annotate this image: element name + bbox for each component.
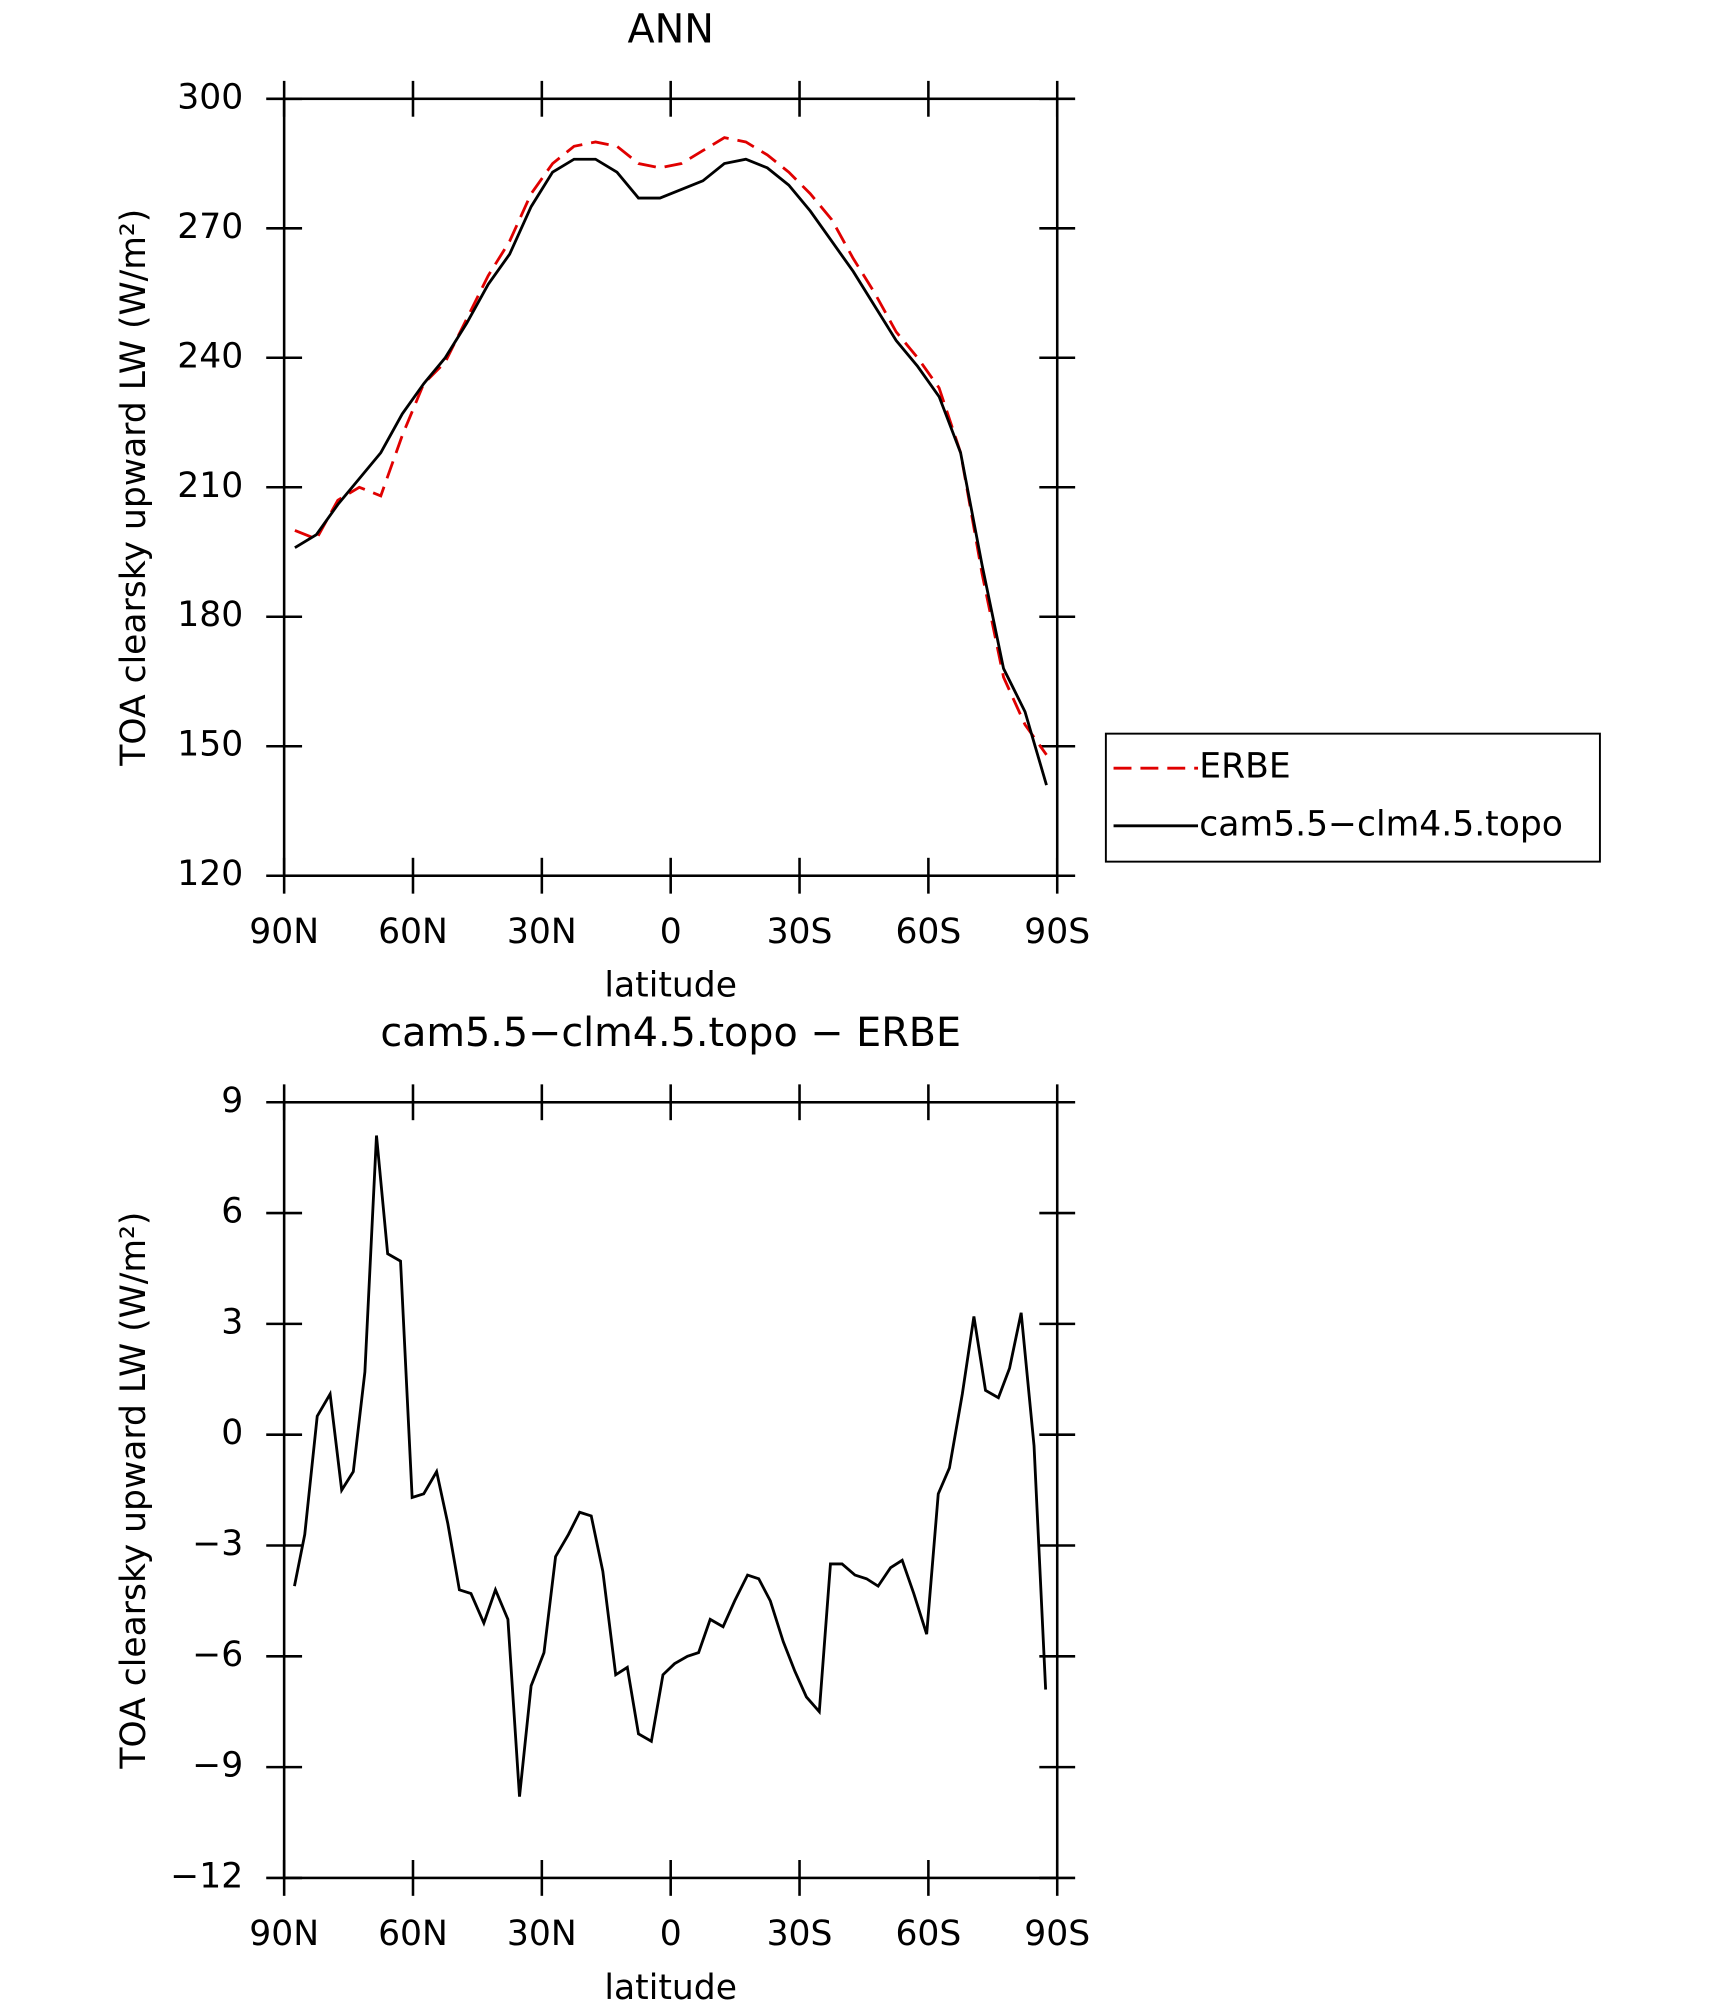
data-line [294, 136, 1048, 756]
x-tick-label: 30N [507, 1914, 577, 1954]
y-tick-label: 240 [177, 336, 243, 376]
x-axis-label: latitude [604, 1968, 737, 2008]
legend-label: ERBE [1199, 747, 1290, 787]
x-tick-label: 0 [660, 912, 682, 952]
y-tick-label: −6 [192, 1635, 243, 1675]
y-axis-label: TOA clearsky upward LW (W/m²) [114, 1212, 154, 1770]
y-tick-label: 120 [177, 854, 243, 894]
x-tick-label: 30S [767, 912, 833, 952]
legend-label: cam5.5−clm4.5.topo [1199, 804, 1563, 844]
data-line [293, 1135, 1048, 1797]
y-tick-label: 0 [221, 1413, 243, 1453]
x-tick-label: 60N [378, 1914, 448, 1954]
x-tick-label: 60S [895, 1914, 961, 1954]
x-tick-label: 60N [378, 912, 448, 952]
x-tick-label: 30S [767, 1914, 833, 1954]
y-tick-label: 3 [221, 1302, 243, 1342]
plot-frame [282, 1100, 1059, 1880]
y-tick-label: 300 [177, 77, 243, 117]
y-tick-label: −3 [192, 1524, 243, 1564]
y-tick-label: 210 [177, 466, 243, 506]
y-tick-label: −12 [170, 1856, 243, 1896]
x-tick-label: 90S [1024, 912, 1090, 952]
y-tick-label: 9 [221, 1081, 243, 1121]
y-tick-label: 6 [221, 1192, 243, 1232]
y-axis-label: TOA clearsky upward LW (W/m²) [114, 209, 154, 767]
x-tick-label: 90N [249, 1914, 319, 1954]
y-tick-label: −9 [192, 1746, 243, 1786]
x-tick-label: 60S [895, 912, 961, 952]
x-axis-label: latitude [604, 966, 737, 1006]
x-tick-label: 90S [1024, 1914, 1090, 1954]
chart-title: cam5.5−clm4.5.topo − ERBE [380, 1010, 961, 1056]
data-line [294, 157, 1048, 786]
legend-box [1104, 732, 1601, 863]
x-tick-label: 0 [660, 1914, 682, 1954]
y-tick-label: 270 [177, 207, 243, 247]
x-tick-label: 90N [249, 912, 319, 952]
y-tick-label: 180 [177, 595, 243, 635]
plot-frame [282, 97, 1059, 878]
chart-title: ANN [627, 7, 713, 53]
y-tick-label: 150 [177, 725, 243, 765]
x-tick-label: 30N [507, 912, 577, 952]
